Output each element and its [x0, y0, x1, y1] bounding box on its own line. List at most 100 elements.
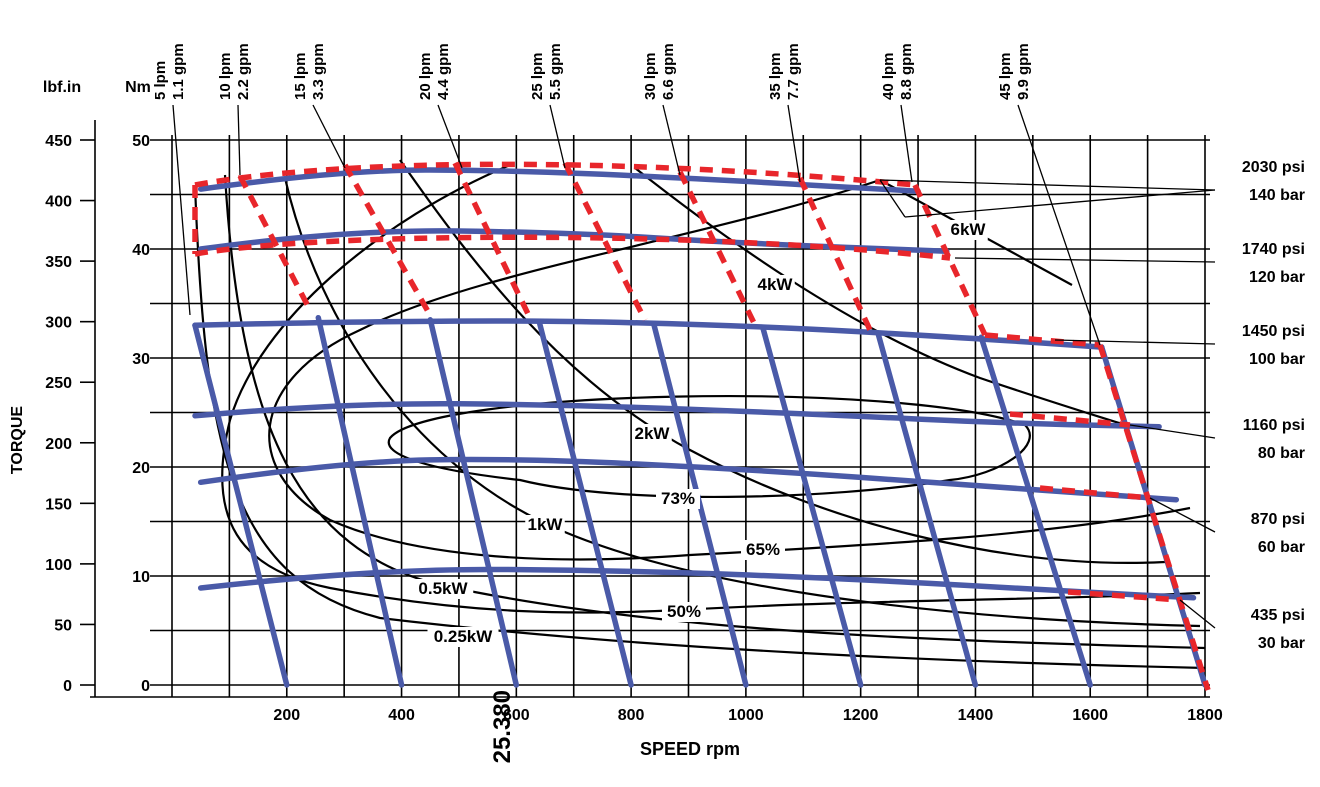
- flow-label-gpm: 7.7 gpm: [785, 43, 802, 100]
- x-tick-label: 200: [273, 707, 300, 724]
- flow-label-lpm: 10 lpm: [217, 52, 234, 100]
- red-flow-20: [452, 161, 533, 320]
- flow-label-lpm: 40 lpm: [880, 52, 897, 100]
- flow-line: [760, 325, 864, 688]
- x-tick-label: 1600: [1072, 707, 1108, 724]
- label-bg: [755, 275, 795, 295]
- y-tick-label-nm: 40: [132, 242, 150, 259]
- flow-line: [875, 330, 979, 688]
- red-flow-45: [1097, 344, 1211, 691]
- flow-line: [315, 314, 405, 688]
- pressure-callout: [879, 179, 906, 218]
- labels: 200 400 600 800 1000 1200 1400 1600 1800 0 50 100 15…: [9, 43, 1305, 763]
- flow-label-gpm: 1.1 gpm: [170, 43, 187, 100]
- label-bg: [948, 220, 988, 240]
- y-tick-label-nm: 50: [132, 133, 150, 150]
- limit-140bar: [194, 161, 916, 188]
- red-flow-30: [677, 170, 758, 327]
- power-label: 6kW: [951, 220, 987, 239]
- flow-callout: [172, 104, 191, 316]
- label-bg: [662, 602, 706, 622]
- pressure-line: [197, 566, 1197, 601]
- pressure-label-bar: 60 bar: [1258, 539, 1305, 556]
- red-flow-25: [562, 161, 648, 322]
- flow-label-lpm: 45 lpm: [997, 52, 1014, 100]
- limit-30bar: [1067, 589, 1181, 603]
- efficiency-curve-73: [387, 395, 1031, 499]
- flow-label-lpm: 35 lpm: [767, 52, 784, 100]
- pressure-label-psi: 1450 psi: [1242, 323, 1305, 340]
- pressure-line: [197, 167, 921, 194]
- flow-callout: [549, 104, 566, 169]
- efficiency-label: 50%: [667, 602, 701, 621]
- y-tick-label-lbfin: 400: [45, 194, 72, 211]
- label-bg: [741, 540, 785, 560]
- power-label: 0.5kW: [418, 579, 468, 598]
- flow-callout: [237, 104, 241, 176]
- y-tick-label-lbfin: 350: [45, 254, 72, 271]
- flow-callout: [900, 104, 913, 183]
- y-tick-label-lbfin: 0: [63, 678, 72, 695]
- pressure-callout: [1129, 424, 1216, 439]
- y-tick-label-nm: 20: [132, 460, 150, 477]
- pressure-label-bar: 30 bar: [1258, 635, 1305, 652]
- flow-line: [536, 319, 634, 688]
- x-tick-label: 1000: [728, 707, 764, 724]
- power-curve-4kw: [634, 167, 1126, 427]
- pressure-label-bar: 120 bar: [1249, 269, 1305, 286]
- y-unit-nm: Nm: [125, 79, 151, 96]
- power-label: 4kW: [758, 275, 794, 294]
- flow-label-lpm: 20 lpm: [417, 52, 434, 100]
- pressure-label-bar: 80 bar: [1258, 445, 1305, 462]
- pressure-callout: [904, 189, 1216, 218]
- flow-label-gpm: 8.8 gpm: [898, 43, 915, 100]
- flow-callout: [662, 104, 681, 176]
- axes: [90, 120, 1210, 698]
- pressure-label-psi: 1740 psi: [1242, 241, 1305, 258]
- flow-callout: [1017, 104, 1101, 346]
- label-bg: [656, 489, 700, 509]
- y-tick-label-lbfin: 100: [45, 557, 72, 574]
- pressure-line: [192, 318, 1105, 350]
- power-label: 1kW: [528, 515, 564, 534]
- flow-line: [427, 317, 520, 688]
- pressure-callout: [954, 257, 1216, 263]
- flow-label-gpm: 5.5 gpm: [547, 43, 564, 100]
- flow-label-gpm: 2.2 gpm: [235, 43, 252, 100]
- limit-60bar: [1039, 485, 1151, 501]
- pressure-line: [197, 456, 1180, 503]
- x-tick-label: 1200: [843, 707, 879, 724]
- y-tick-label-nm: 30: [132, 351, 150, 368]
- x-tick-label: 1800: [1187, 707, 1223, 724]
- x-tick-label: 600: [503, 707, 530, 724]
- efficiency-label: 73%: [661, 489, 695, 508]
- limit-80bar: [1009, 411, 1131, 428]
- pressure-label-bar: 140 bar: [1249, 187, 1305, 204]
- flow-callout: [312, 104, 346, 169]
- label-bg: [632, 424, 672, 444]
- efficiency-curve-65: [268, 178, 1191, 561]
- pressure-label-psi: 435 psi: [1251, 607, 1305, 624]
- x-tick-label: 800: [618, 707, 645, 724]
- pressure-label-bar: 100 bar: [1249, 351, 1305, 368]
- flow-label-gpm: 3.3 gpm: [310, 43, 327, 100]
- y-axis-title: TORQUE: [9, 406, 26, 474]
- y-tick-label-lbfin: 300: [45, 315, 72, 332]
- flow-label-lpm: 30 lpm: [642, 52, 659, 100]
- x-tick-label: 400: [388, 707, 415, 724]
- red-flow-35: [797, 176, 873, 332]
- pressure-label-psi: 870 psi: [1251, 511, 1305, 528]
- limit-120bar: [194, 234, 951, 261]
- y-tick-label-lbfin: 150: [45, 496, 72, 513]
- pressure-line: [192, 400, 1162, 430]
- flow-label-lpm: 5 lpm: [152, 61, 169, 100]
- x-tick-label: 1400: [958, 707, 994, 724]
- label-bg: [525, 515, 565, 535]
- flow-callout: [437, 104, 463, 169]
- pressure-callout: [879, 179, 1216, 191]
- flow-callout: [787, 104, 801, 183]
- flow-label-gpm: 9.9 gpm: [1015, 43, 1032, 100]
- power-label: 2kW: [635, 424, 671, 443]
- flow-line: [192, 322, 290, 688]
- pressure-label-psi: 1160 psi: [1243, 417, 1305, 434]
